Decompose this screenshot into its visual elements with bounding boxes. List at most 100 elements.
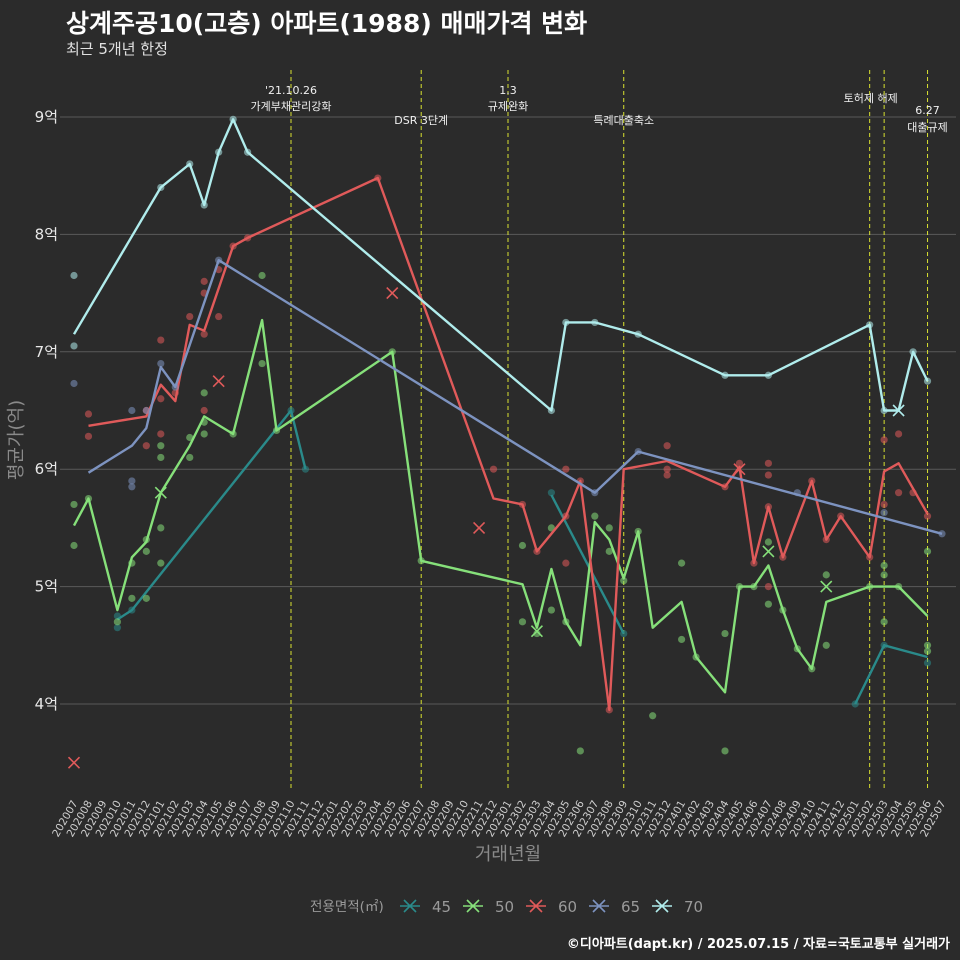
data-point [142,442,150,450]
data-point [200,330,208,338]
legend-swatch-x [466,899,480,913]
data-point [620,577,628,585]
data-point [721,747,729,755]
data-point [735,459,744,467]
y-tick-labels: 4억 5억 6억 7억 8억 9억 [35,108,58,713]
chart-title: 상계주공10(고층) 아파트(1988) 매매가격 변화 [66,9,588,38]
series-layer [67,115,946,769]
x-axis-title: 거래년월 [475,844,541,865]
series-line [72,318,929,694]
data-point [923,547,932,555]
legend-title: 전용면적(㎡) [310,899,384,915]
data-point [562,559,570,567]
data-point [880,571,888,579]
data-point [663,442,671,450]
event-label: DSR 3단계 [394,114,448,127]
data-point [215,312,223,321]
y-tick-label: 6억 [35,460,58,478]
data-point [605,524,613,532]
series-65 [70,256,946,538]
data-point [764,459,773,467]
y-tick-label: 4억 [35,695,58,713]
data-point [70,342,78,350]
data-point [895,430,903,438]
data-point [157,359,165,368]
data-point [157,559,165,567]
data-point [157,442,165,450]
data-point [764,600,773,608]
series-line [88,176,929,712]
data-point [70,500,78,509]
series-line [87,259,943,535]
data-point [880,436,888,444]
data-point [113,624,121,632]
event-label: 특례대출축소 [593,114,654,127]
data-point [880,500,888,509]
data-point [678,635,686,644]
chart-subtitle: 최근 5개년 한정 [66,40,168,58]
series-line [854,644,928,705]
data-point [880,561,888,570]
series-line [72,118,929,412]
cancelled-marker [892,404,905,417]
data-point [186,312,194,321]
series-50 [70,271,932,755]
data-point [157,336,165,344]
series-line [116,409,307,621]
cancelled-marker [733,463,746,476]
data-point [547,524,556,532]
data-point [70,541,78,550]
event-label: 1.3 [499,84,517,97]
data-point [547,489,556,497]
y-tick-label: 7억 [35,343,58,361]
y-tick-label: 5억 [35,578,58,596]
series-60 [67,174,932,769]
legend-item-65: 65 [589,898,640,916]
event-label: 규제완화 [488,100,528,113]
legend-label: 45 [432,898,451,916]
data-point [649,712,657,720]
data-point [764,538,773,546]
data-point [70,271,78,280]
data-point [70,379,78,388]
legend-label: 65 [621,898,640,916]
data-point [142,547,150,555]
event-label: 가계부채관리강화 [251,100,332,113]
event-label: 토허제 해제 [844,91,898,105]
data-point [113,618,121,626]
data-point [895,489,903,497]
data-point [923,512,932,520]
data-point [533,629,541,638]
data-point [157,453,165,462]
legend-label: 60 [558,898,577,916]
data-point [142,594,150,602]
data-point [721,629,729,638]
data-point [591,512,599,520]
data-point [923,641,932,649]
legend-item-70: 70 [652,898,703,916]
data-point [489,465,498,473]
legend-item-50: 50 [463,898,514,916]
legend-swatch-x [655,899,669,913]
y-tick-label: 9억 [35,108,58,126]
data-point [562,465,570,473]
x-tick-labels: 2020072020082020092020102020112020122021… [50,798,948,839]
data-point [128,477,136,485]
data-point [518,618,527,626]
cancelled-marker [820,580,833,593]
data-point [258,271,266,280]
data-point [663,465,671,473]
cancelled-marker [67,756,81,769]
data-point [128,594,136,602]
data-point [518,541,527,550]
legend-label: 70 [684,898,703,916]
cancelled-marker [473,521,486,534]
legend-swatch-x [592,899,606,913]
data-point [258,359,266,368]
cancelled-marker [212,375,225,388]
legend: 전용면적(㎡) 45 50 60 65 70 [310,898,703,916]
series-70 [70,115,932,417]
legend-item-60: 60 [526,898,577,916]
data-point [157,430,165,438]
